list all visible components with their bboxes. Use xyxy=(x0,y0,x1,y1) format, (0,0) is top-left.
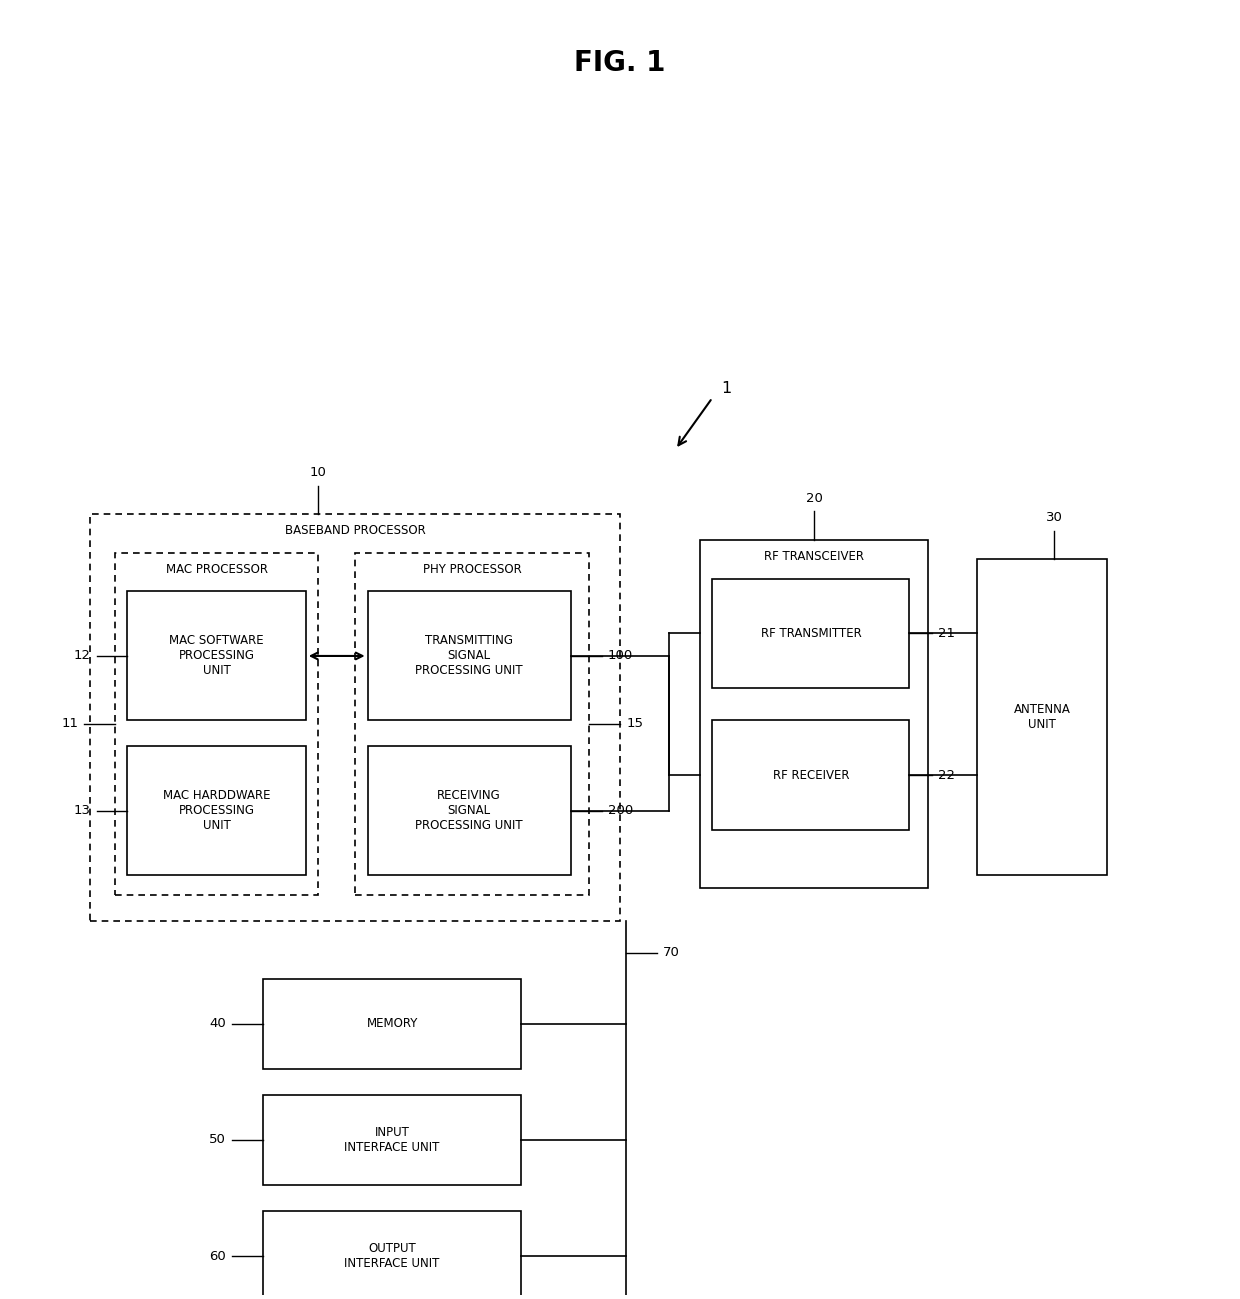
Text: 12: 12 xyxy=(73,650,91,662)
Bar xyxy=(91,514,620,921)
Text: RF TRANSMITTER: RF TRANSMITTER xyxy=(760,627,862,640)
Text: INPUT
INTERFACE UNIT: INPUT INTERFACE UNIT xyxy=(345,1126,440,1154)
Text: 30: 30 xyxy=(1045,512,1063,525)
Text: 50: 50 xyxy=(210,1134,226,1147)
Text: 21: 21 xyxy=(937,627,955,640)
Bar xyxy=(128,591,306,721)
Bar xyxy=(367,591,570,721)
Bar xyxy=(115,552,319,895)
Text: RECEIVING
SIGNAL
PROCESSING UNIT: RECEIVING SIGNAL PROCESSING UNIT xyxy=(415,790,523,833)
Text: MAC PROCESSOR: MAC PROCESSOR xyxy=(166,562,268,575)
Text: BASEBAND PROCESSOR: BASEBAND PROCESSOR xyxy=(285,525,425,538)
Bar xyxy=(263,978,522,1069)
Text: 1: 1 xyxy=(720,382,732,396)
Text: RF RECEIVER: RF RECEIVER xyxy=(773,769,849,782)
Text: MAC HARDDWARE
PROCESSING
UNIT: MAC HARDDWARE PROCESSING UNIT xyxy=(162,790,270,833)
Text: 40: 40 xyxy=(210,1017,226,1030)
Text: 22: 22 xyxy=(937,769,955,782)
Bar xyxy=(712,721,909,830)
Text: MAC SOFTWARE
PROCESSING
UNIT: MAC SOFTWARE PROCESSING UNIT xyxy=(170,634,264,678)
Text: FIG. 1: FIG. 1 xyxy=(574,49,666,78)
Text: 60: 60 xyxy=(210,1250,226,1263)
Text: RF TRANSCEIVER: RF TRANSCEIVER xyxy=(764,549,864,564)
Text: TRANSMITTING
SIGNAL
PROCESSING UNIT: TRANSMITTING SIGNAL PROCESSING UNIT xyxy=(415,634,523,678)
Text: 20: 20 xyxy=(806,492,822,505)
Text: PHY PROCESSOR: PHY PROCESSOR xyxy=(423,562,522,575)
Text: MEMORY: MEMORY xyxy=(367,1017,418,1030)
Text: 70: 70 xyxy=(663,946,680,959)
Text: ANTENNA
UNIT: ANTENNA UNIT xyxy=(1013,703,1070,731)
Bar xyxy=(263,1095,522,1185)
Text: 100: 100 xyxy=(608,650,632,662)
Text: 10: 10 xyxy=(310,466,326,479)
Bar xyxy=(367,747,570,876)
Bar xyxy=(128,747,306,876)
Bar xyxy=(712,578,909,688)
Bar xyxy=(355,552,589,895)
Text: 15: 15 xyxy=(626,717,644,730)
Bar xyxy=(701,540,928,889)
Text: OUTPUT
INTERFACE UNIT: OUTPUT INTERFACE UNIT xyxy=(345,1242,440,1270)
Bar xyxy=(263,1211,522,1299)
Text: 11: 11 xyxy=(61,717,78,730)
Bar xyxy=(977,559,1106,876)
Text: 200: 200 xyxy=(608,804,632,817)
Text: 13: 13 xyxy=(73,804,91,817)
